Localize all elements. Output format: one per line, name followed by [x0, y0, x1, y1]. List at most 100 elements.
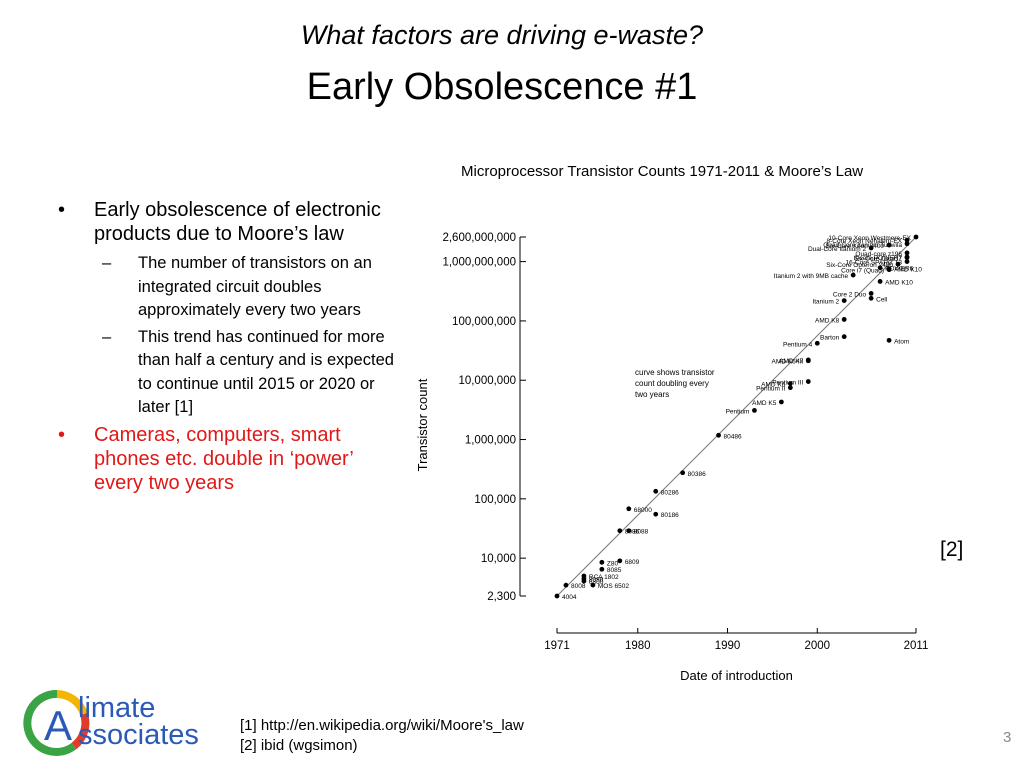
data-point-label: 4004: [562, 594, 577, 601]
y-tick-label: 1,000,000,000: [442, 257, 516, 269]
y-tick-label: 100,000,000: [452, 316, 516, 328]
data-point-label: Six-Core Opteron 2400: [826, 262, 893, 269]
chart-annotation: two years: [635, 390, 669, 399]
data-point: [626, 506, 632, 512]
x-tick-label: 2011: [904, 640, 929, 652]
y-tick-label: 2,600,000,000: [442, 232, 516, 244]
bullet-list: • Early obsolescence of electronic produ…: [58, 198, 398, 501]
data-point-label: AMD K7: [779, 358, 804, 365]
data-point-label: 8008: [571, 583, 586, 590]
data-point: [599, 566, 605, 572]
data-point-label: 80286: [661, 489, 679, 496]
moores-law-chart: Microprocessor Transistor Counts 1971-20…: [415, 163, 929, 683]
x-tick-label: 1980: [625, 640, 651, 652]
data-point-label: Itanium 2 with 9MB cache: [774, 273, 849, 280]
sub-bullet-item: – This trend has continued for more than…: [58, 326, 398, 420]
data-point-label: Core 2 Duo: [833, 291, 867, 298]
logo-text-bottom: ssociates: [78, 719, 199, 751]
data-point: [841, 298, 847, 304]
data-point-label: Z80: [607, 560, 619, 567]
data-point-label: Dual-Core Itanium 2: [808, 246, 867, 253]
x-tick-label: 1971: [544, 640, 570, 652]
data-point: [877, 279, 883, 284]
data-point-label: 8085: [607, 567, 622, 574]
data-point: [814, 340, 820, 346]
dash: –: [102, 254, 112, 272]
data-point: [581, 573, 587, 579]
data-point-label: AMD K10: [885, 279, 913, 286]
data-point: [904, 237, 910, 243]
data-point-label: 6809: [625, 559, 640, 566]
logo-mark-icon: A: [23, 689, 90, 756]
chart-title: Microprocessor Transistor Counts 1971-20…: [461, 163, 863, 180]
data-point: [590, 582, 596, 588]
data-point-label: MOS 6502: [598, 583, 629, 590]
sub-bullet-text: The number of transistors on an integrat…: [138, 254, 372, 319]
slide-subtitle: What factors are driving e-waste?: [300, 20, 704, 50]
data-point: [716, 432, 721, 438]
data-point-label: 80486: [724, 433, 742, 440]
page-number: 3: [1003, 729, 1012, 746]
data-point-label: Quad-Core Itanium Tukwila: [823, 242, 902, 249]
data-point-label: 10-Core Xeon Westmere-EX: [828, 235, 911, 242]
figure-reference: [2]: [940, 538, 964, 561]
data-point-label: Itanium 2: [812, 299, 839, 306]
data-point-label: AMD K10: [894, 267, 922, 274]
data-point-label: 8-core POWER7: [854, 255, 903, 262]
footnote-1: [1] http://en.wikipedia.org/wiki/Moore's…: [240, 717, 524, 734]
logo-text-top: limate: [78, 692, 156, 724]
data-point-label: Barton: [820, 335, 840, 342]
footnote-2: [2] ibid (wgsimon): [240, 737, 358, 754]
data-point-label: Cell: [876, 296, 888, 303]
data-point: [805, 357, 811, 363]
bullet-dot: •: [58, 423, 66, 446]
y-tick-label: 10,000,000: [458, 375, 516, 387]
bullet-dot: •: [58, 199, 66, 221]
chart-annotation: count doubling every: [635, 379, 709, 388]
data-point: [886, 266, 892, 272]
data-point: [787, 381, 793, 386]
data-point-label: AMD K6: [761, 382, 786, 389]
sub-bullet-item: – The number of transistors on an integr…: [58, 252, 398, 323]
data-point-label: 80186: [661, 512, 679, 519]
data-point: [653, 511, 659, 517]
data-point: [617, 528, 623, 534]
company-logo: A limate ssociates: [22, 688, 232, 758]
data-point: [653, 488, 659, 494]
data-point: [841, 334, 847, 340]
data-point-label: Six-Core Core i7: [854, 256, 902, 263]
data-point: [752, 407, 757, 413]
data-point-label: Quad-core z196: [855, 251, 902, 258]
data-point: [868, 245, 874, 251]
data-point-label: 8080: [589, 577, 604, 584]
data-point: [886, 242, 892, 248]
data-point: [850, 272, 856, 278]
x-axis-label: Date of introduction: [680, 668, 793, 683]
bullet-item: • Early obsolescence of electronic produ…: [58, 198, 398, 246]
y-axis-label: Transistor count: [415, 378, 430, 471]
data-point: [904, 259, 910, 265]
data-point-label: Core i7 (Quad): [841, 268, 884, 275]
bullet-item-highlight: • Cameras, computers, smart phones etc. …: [58, 423, 398, 495]
data-point-label: AMD K8: [815, 317, 840, 324]
data-point-label: Six-Core Xeon 7400: [826, 243, 885, 250]
data-point-label: 6800: [589, 579, 604, 586]
data-point: [680, 470, 686, 476]
data-point-label: 80386: [688, 471, 706, 478]
data-point: [581, 578, 587, 584]
data-point-label: 8086: [625, 529, 640, 536]
x-tick-label: 2000: [804, 640, 830, 652]
data-point-label: 16-Core SPARC T3: [846, 260, 903, 267]
chart-annotation: curve shows transistor: [635, 368, 715, 377]
data-point-label: POWER6: [885, 266, 914, 273]
data-point-label: 8-Core Xeon Nehalem-EX: [827, 238, 903, 245]
y-tick-label: 2,300: [487, 591, 516, 603]
data-point-label: Pentium 4: [783, 341, 813, 348]
data-point: [617, 558, 623, 564]
logo-letter: A: [44, 702, 72, 749]
footnotes: [1] http://en.wikipedia.org/wiki/Moore's…: [240, 716, 524, 756]
bullet-text: Cameras, computers, smart phones etc. do…: [94, 423, 354, 494]
x-tick-label: 1990: [715, 640, 741, 652]
data-point-label: RCA 1802: [589, 574, 619, 581]
data-point-label: AMD K5: [752, 400, 777, 407]
